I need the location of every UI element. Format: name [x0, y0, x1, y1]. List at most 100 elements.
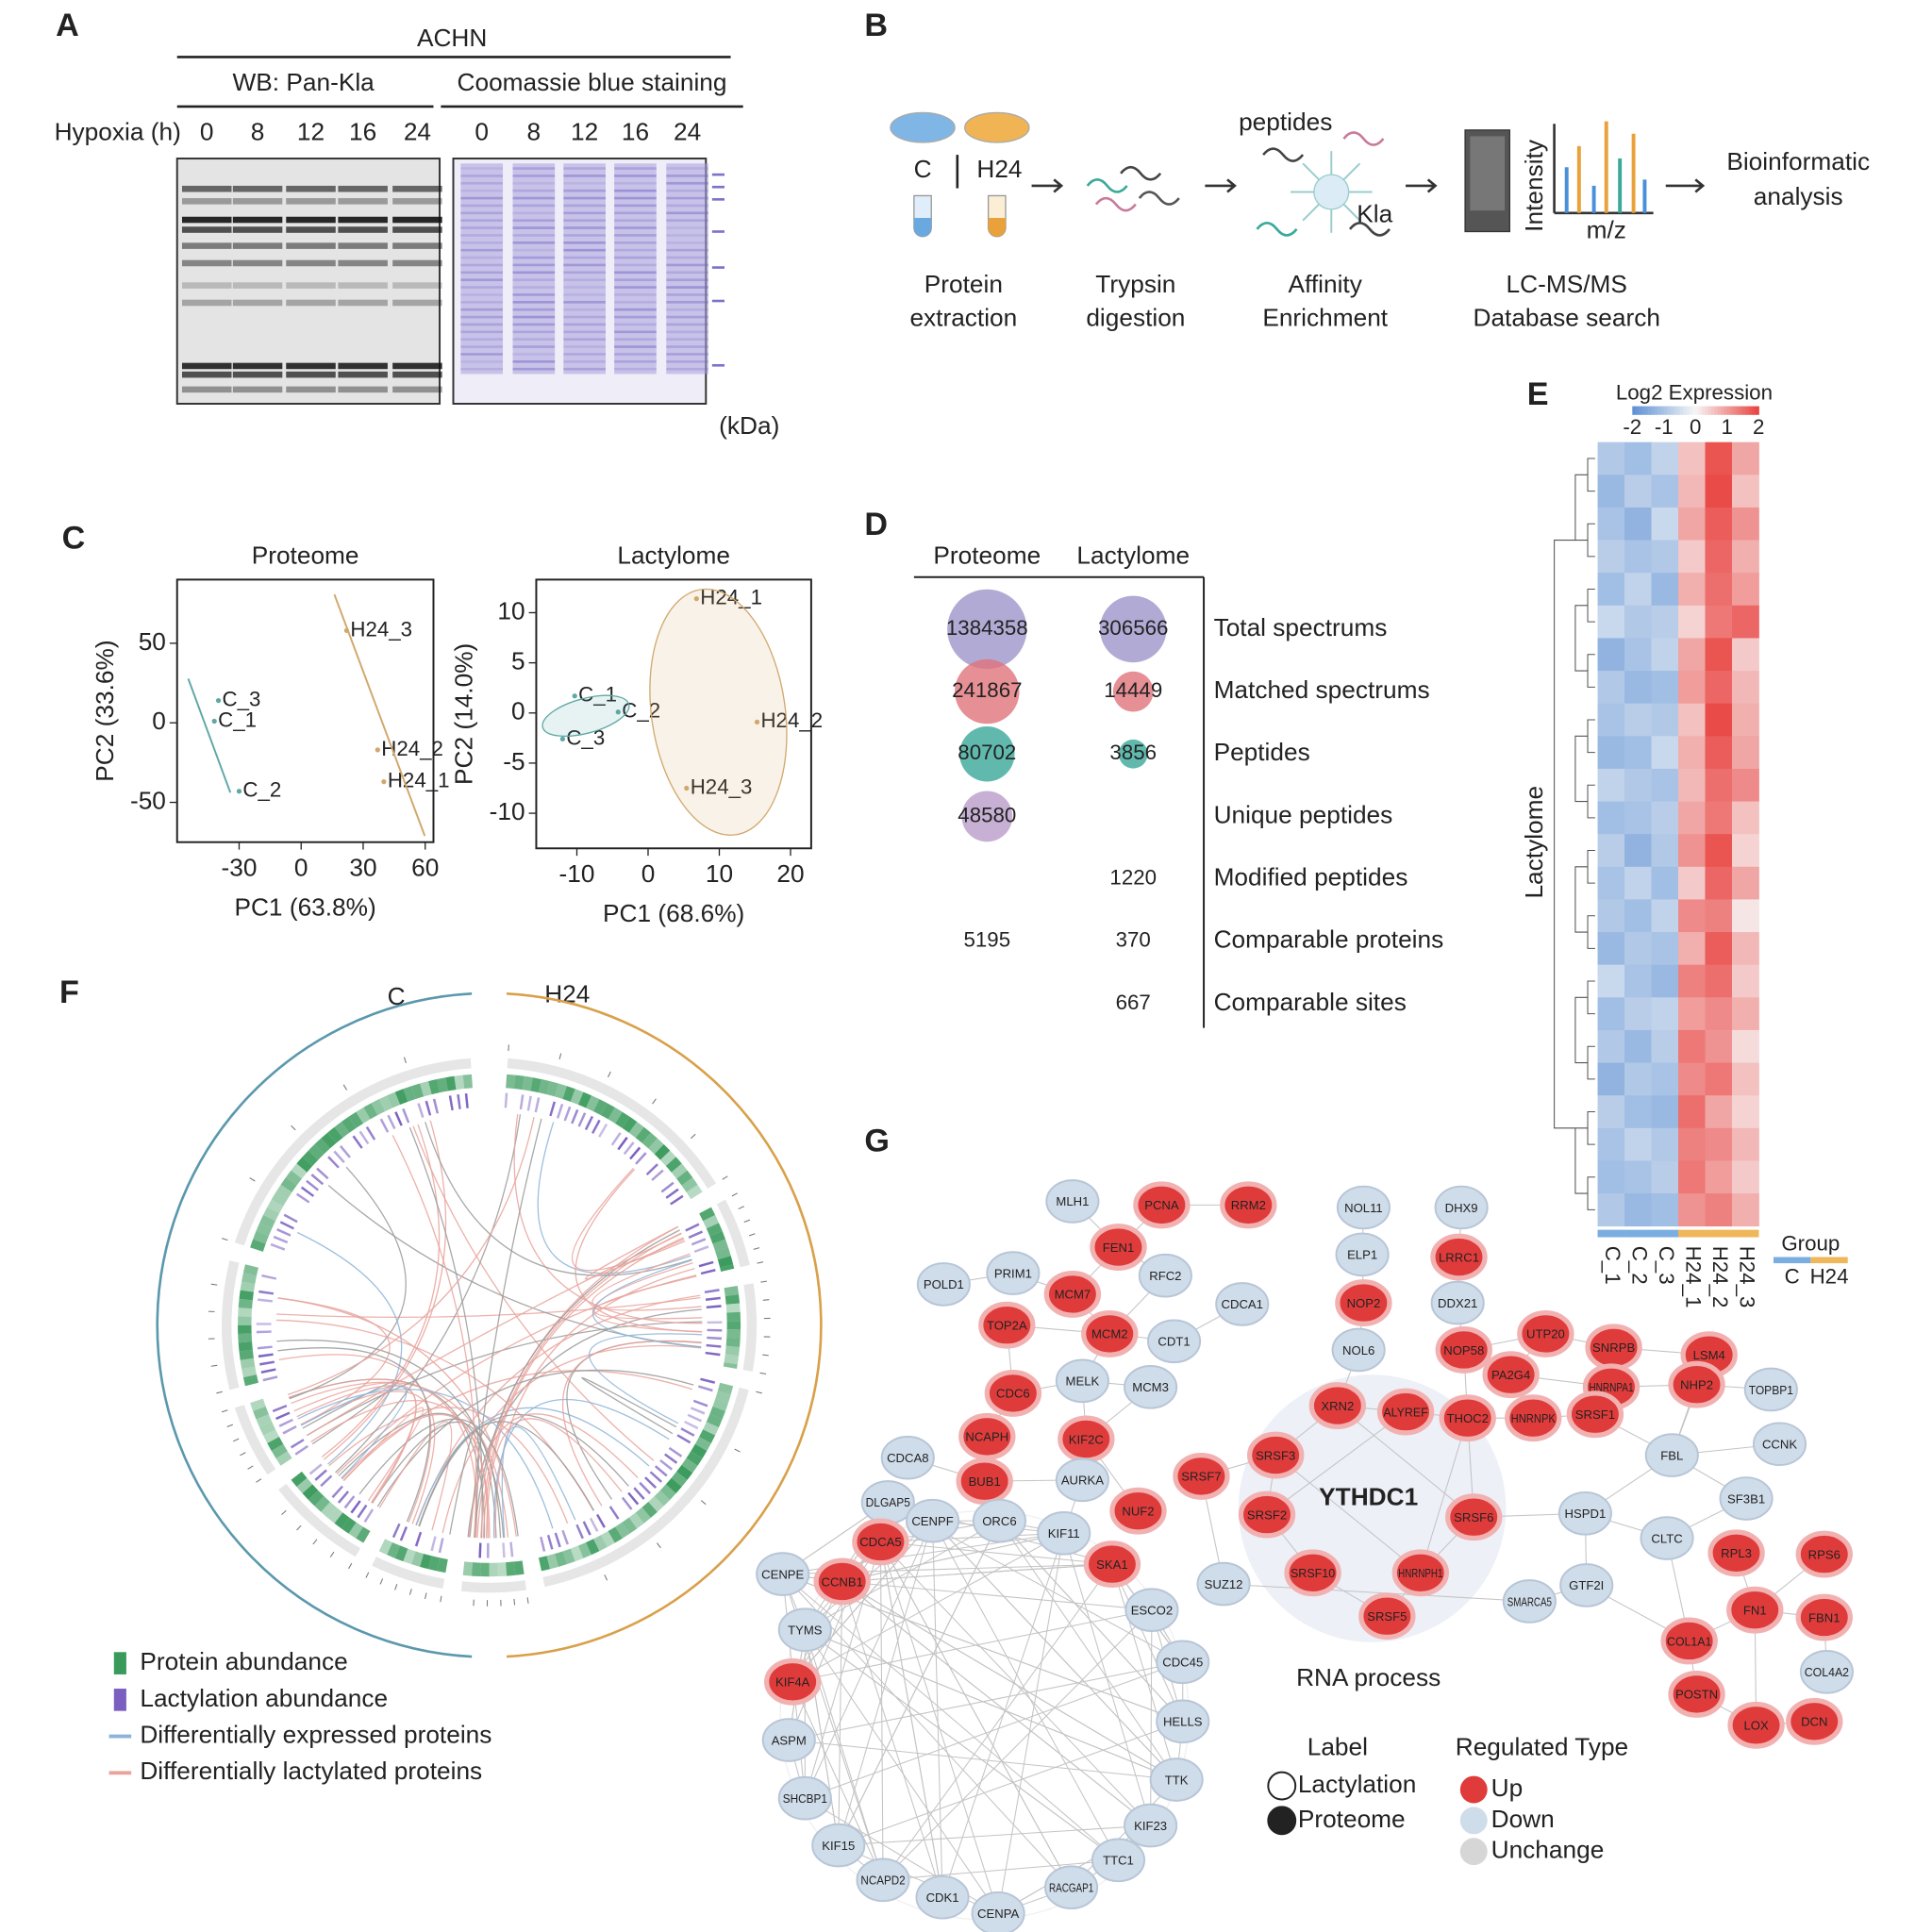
- lactylation-track: [575, 1524, 584, 1540]
- node-label: DLGAP5: [866, 1495, 910, 1509]
- node-label: POLD1: [924, 1277, 964, 1291]
- lactylation-track: [502, 1542, 506, 1558]
- lactylation-track: [693, 1245, 709, 1253]
- ms-panel: [1470, 136, 1506, 211]
- protein-track: [296, 1477, 313, 1494]
- network-node: [1719, 1476, 1774, 1521]
- legend-title: Regulated Type: [1456, 1733, 1628, 1761]
- gel-band: [614, 211, 657, 215]
- link: [418, 1421, 595, 1527]
- heatmap-cell: [1597, 573, 1625, 607]
- lactylation-track: [571, 1108, 579, 1124]
- gel-band: [666, 211, 708, 215]
- network-node: [1660, 1617, 1718, 1665]
- heatmap-cell: [1651, 899, 1679, 933]
- gel-band: [666, 181, 708, 185]
- node-label: SRSF7: [1181, 1470, 1221, 1484]
- pca-point: [559, 736, 566, 742]
- gel-band: [512, 308, 556, 311]
- marker-band: [711, 173, 724, 176]
- colorbar-tick: -1: [1655, 415, 1674, 439]
- lactylation-track: [705, 1351, 721, 1357]
- protein-track: [256, 1223, 273, 1237]
- gel-band: [614, 315, 657, 319]
- link: [485, 1418, 623, 1539]
- track-ring: [234, 1405, 276, 1475]
- blot-band: [232, 226, 283, 233]
- count-value: 5195: [964, 928, 1011, 952]
- network-node: [978, 1301, 1036, 1349]
- heatmap-cell: [1597, 1193, 1625, 1227]
- scale-tick: [240, 1452, 246, 1457]
- heatmap-cell: [1705, 801, 1733, 835]
- node-label: ORC6: [982, 1514, 1016, 1528]
- network-node: [1752, 1422, 1807, 1467]
- heatmap-cell: [1597, 801, 1625, 835]
- lactylation-track: [645, 1163, 658, 1175]
- protein-track: [676, 1464, 693, 1480]
- node-label: TOPBP1: [1749, 1383, 1793, 1397]
- network-node: [1149, 1757, 1204, 1802]
- gel-band: [512, 204, 556, 208]
- heatmap-cell: [1678, 866, 1706, 900]
- heatmap-cell: [1731, 801, 1759, 835]
- node-label: CDC45: [1162, 1656, 1203, 1670]
- colorbar-step: [1752, 406, 1757, 415]
- protein-track: [327, 1126, 343, 1143]
- count-bubble: [955, 658, 1020, 724]
- gel-band: [666, 345, 708, 348]
- scale-tick: [216, 1391, 223, 1394]
- gel-band: [666, 278, 708, 282]
- network-node: [1640, 1516, 1694, 1560]
- gel-band: [563, 196, 606, 200]
- protein-track: [348, 1522, 363, 1539]
- network-edge: [841, 1581, 1177, 1780]
- colorbar-step: [1641, 406, 1646, 415]
- lactylation-track: [706, 1343, 722, 1348]
- colorbar-tick: 0: [1690, 415, 1701, 439]
- node-label: PCNA: [1144, 1198, 1179, 1212]
- protein-track: [387, 1541, 401, 1558]
- gel-band: [563, 181, 606, 185]
- node-label: UTP20: [1526, 1327, 1565, 1341]
- row-label: Comparable sites: [1214, 988, 1407, 1016]
- heatmap-cell: [1731, 736, 1759, 770]
- network-node: [1124, 1365, 1178, 1409]
- gel-band: [460, 234, 504, 237]
- panel-letter: F: [59, 974, 79, 1010]
- legend-label: Protein abundance: [140, 1647, 347, 1675]
- heatmap-cell: [1651, 605, 1679, 639]
- heatmap-cell: [1678, 605, 1706, 639]
- protein-track: [242, 1366, 258, 1378]
- lactylation-track: [275, 1411, 291, 1421]
- gel-band: [614, 219, 657, 222]
- gel-band: [666, 301, 708, 304]
- link: [289, 1166, 407, 1400]
- gel-band: [563, 256, 606, 259]
- network-node: [1331, 1327, 1386, 1373]
- outer-arc: [506, 992, 823, 1658]
- protein-track: [725, 1303, 741, 1313]
- node-label: SMARCA5: [1507, 1594, 1552, 1608]
- lactylation-track: [258, 1298, 274, 1303]
- node-label: PRIM1: [994, 1266, 1032, 1280]
- network-node: [1308, 1382, 1367, 1429]
- gel-band: [563, 242, 606, 244]
- node-label: FN1: [1743, 1603, 1767, 1617]
- gel-band: [563, 301, 606, 304]
- node-label: CENPE: [761, 1567, 804, 1581]
- heatmap-cell: [1678, 768, 1706, 802]
- scale-tick: [256, 1478, 262, 1483]
- node-label: MCM3: [1132, 1380, 1169, 1394]
- protein-track: [641, 1132, 658, 1149]
- blot-band: [392, 259, 442, 267]
- lactylation-track: [394, 1111, 403, 1126]
- node-label: KIF11: [1048, 1526, 1080, 1541]
- gel-band: [512, 315, 556, 319]
- protein-track: [715, 1391, 731, 1404]
- protein-track: [378, 1539, 393, 1556]
- y-axis-label: PC2 (14.0%): [450, 643, 478, 785]
- protein-track: [709, 1406, 725, 1420]
- protein-track: [717, 1382, 734, 1395]
